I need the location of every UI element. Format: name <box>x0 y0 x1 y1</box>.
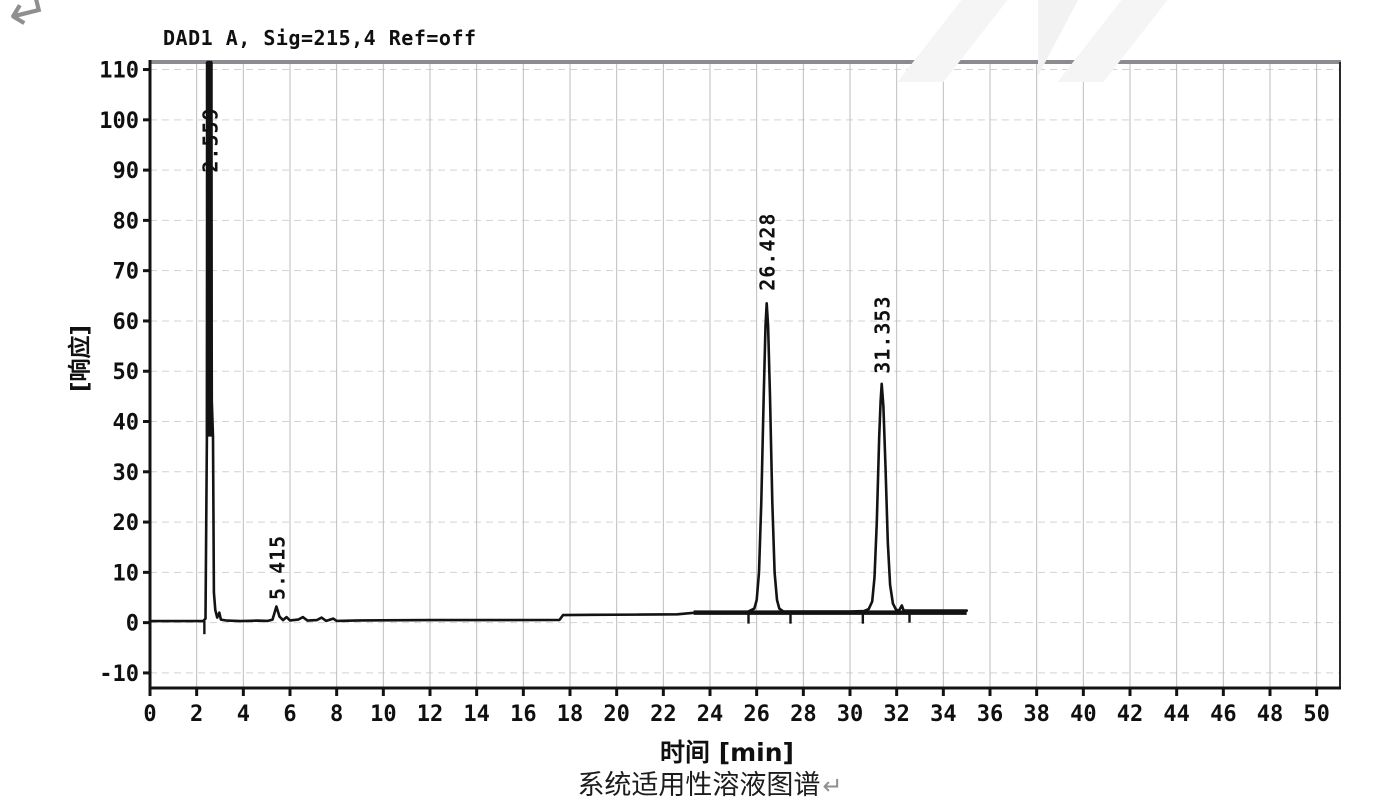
y-tick-label: -10 <box>99 662 139 687</box>
y-axis-label: [响应] <box>67 324 94 392</box>
x-tick-label: 48 <box>1257 702 1284 727</box>
y-tick-label: 50 <box>113 360 140 385</box>
x-tick-label: 0 <box>143 702 156 727</box>
x-tick-label: 42 <box>1117 702 1144 727</box>
x-tick-label: 18 <box>557 702 584 727</box>
x-tick-label: 38 <box>1023 702 1050 727</box>
x-tick-label: 46 <box>1210 702 1237 727</box>
x-tick-label: 2 <box>190 702 203 727</box>
caption-text: 系统适用性溶液图谱 <box>577 770 821 801</box>
x-tick-label: 32 <box>883 702 910 727</box>
x-tick-label: 28 <box>790 702 817 727</box>
x-axis-label: 时间 [min] <box>660 738 794 767</box>
chromatogram-trace <box>148 60 968 623</box>
y-tick-label: 10 <box>113 561 140 586</box>
y-tick-label: 0 <box>126 612 139 637</box>
x-tick-label: 6 <box>283 702 296 727</box>
return-mark-icon: ↵ <box>822 772 843 800</box>
x-tick-label: 24 <box>697 702 724 727</box>
x-tick-label: 44 <box>1163 702 1190 727</box>
x-tick-label: 26 <box>743 702 770 727</box>
peak-retention-time-label: 26.428 <box>756 213 780 291</box>
y-tick-label: 90 <box>113 159 140 184</box>
x-tick-label: 10 <box>370 702 397 727</box>
y-tick-label: 20 <box>113 511 140 536</box>
y-tick-label: 60 <box>113 310 140 335</box>
chart-title: DAD1 A, Sig=215,4 Ref=off <box>163 26 477 50</box>
y-tick-label: 100 <box>99 109 139 134</box>
y-tick-label: 70 <box>113 260 140 285</box>
peak-retention-time-label: 31.353 <box>871 295 895 373</box>
x-tick-label: 22 <box>650 702 677 727</box>
x-tick-label: 16 <box>510 702 537 727</box>
x-tick-label: 8 <box>330 702 343 727</box>
peak-retention-time-label: 5.415 <box>265 535 289 600</box>
x-tick-label: 12 <box>417 702 444 727</box>
y-tick-label: 30 <box>113 461 140 486</box>
x-tick-label: 34 <box>930 702 957 727</box>
x-tick-label: 50 <box>1303 702 1330 727</box>
y-tick-label: 110 <box>99 59 139 84</box>
x-tick-label: 40 <box>1070 702 1097 727</box>
x-tick-label: 4 <box>237 702 250 727</box>
x-tick-label: 20 <box>603 702 630 727</box>
figure-caption: 系统适用性溶液图谱↵ <box>0 763 1381 802</box>
x-tick-label: 30 <box>837 702 864 727</box>
y-tick-label: 80 <box>113 209 140 234</box>
peak-retention-time-label: 2.559 <box>199 107 223 172</box>
y-tick-label: 40 <box>113 411 140 436</box>
x-tick-label: 36 <box>977 702 1004 727</box>
x-tick-label: 14 <box>463 702 490 727</box>
